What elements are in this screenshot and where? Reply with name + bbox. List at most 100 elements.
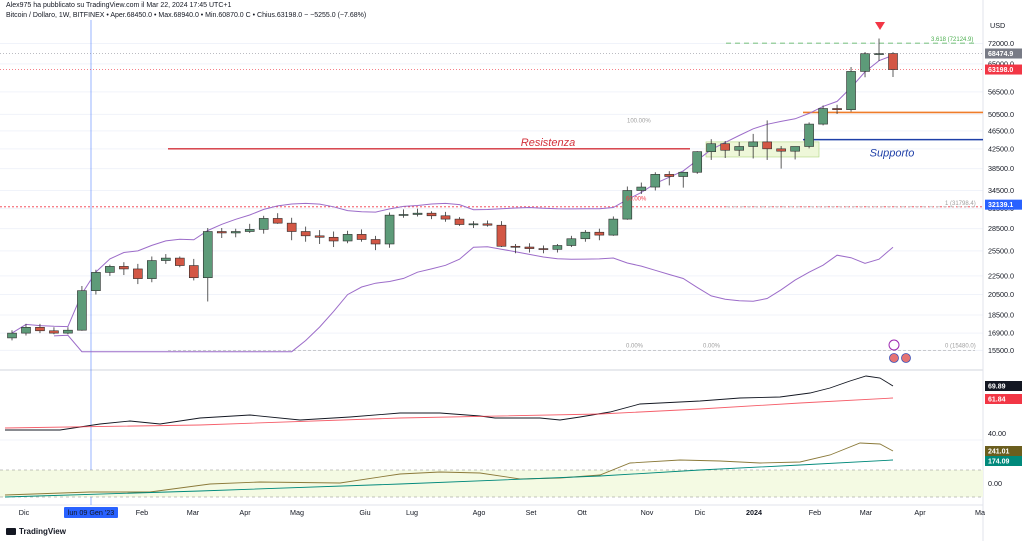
oscillator-tag-bg xyxy=(985,456,1022,466)
candle-body xyxy=(860,53,870,72)
price-tick-label: 38500.0 xyxy=(988,164,1014,173)
candle-body xyxy=(706,143,717,152)
oscillator-tag-bg xyxy=(985,381,1022,391)
price-tick-label: 56500.0 xyxy=(988,87,1014,96)
oscillator-tag-label: 241.01 xyxy=(988,449,1010,456)
time-tick-label: Mar xyxy=(187,508,200,517)
price-axis-unit: USD xyxy=(990,21,1005,30)
candle-body xyxy=(258,218,269,230)
time-tick-label: Apr xyxy=(239,508,251,517)
annotations: Resistenza Supporto 3.618 (72124.9) 100.00%… xyxy=(521,22,976,363)
price-tag-label: 63198.0 xyxy=(988,67,1013,74)
fib-zero-b-label: 0.00% xyxy=(703,344,721,350)
fib-top-label: 3.618 (72124.9) xyxy=(931,37,973,43)
candle-body xyxy=(342,234,353,242)
candle-body xyxy=(244,229,255,232)
price-tag: 63198.0 xyxy=(985,64,1022,75)
price-tick-label: 46500.0 xyxy=(988,126,1014,135)
oscillator-tag: 241.01 xyxy=(985,446,1022,456)
flag-icon xyxy=(901,353,911,363)
candle-body xyxy=(762,141,772,150)
price-tick-label: 42500.0 xyxy=(988,144,1014,153)
time-tick-label: Nov xyxy=(641,508,654,517)
candle-body xyxy=(552,245,563,250)
price-tick-label: 34500.0 xyxy=(988,186,1014,195)
time-tick-label: Ott xyxy=(577,508,587,517)
price-tag-label: 68474.9 xyxy=(988,51,1013,58)
upper-band xyxy=(11,54,894,334)
oscillator-tag-label: 61.84 xyxy=(988,397,1006,404)
time-tick-label: Giu xyxy=(359,508,370,517)
oscillator-tag-bg xyxy=(985,446,1022,456)
candle-body xyxy=(49,330,59,334)
candle-body xyxy=(35,326,45,332)
price-tick-label: 72000.0 xyxy=(988,39,1014,48)
ohlc-line: Bitcoin / Dollaro, 1W, BITFINEX • Aper.6… xyxy=(6,12,367,19)
price-tick-label: 22500.0 xyxy=(988,271,1014,280)
price-tick-label: 15500.0 xyxy=(988,346,1014,355)
price-tick-label: 16900.0 xyxy=(988,329,1014,338)
price-tick-label: 50500.0 xyxy=(988,110,1014,119)
fib-mid-label: 100.00% xyxy=(627,118,651,124)
candle-body xyxy=(608,218,619,236)
candle-body xyxy=(272,218,283,224)
candle-body xyxy=(133,268,143,279)
candle-body xyxy=(622,190,633,220)
candle-body xyxy=(314,235,325,238)
price-axis[interactable]: USD 72000.0 65000.0 56500.0 50500.0 46500.0 42… xyxy=(988,21,1014,488)
price-tag: 32139.1 xyxy=(985,199,1022,210)
oscillator-tag: 69.89 xyxy=(985,381,1022,391)
candle-body xyxy=(7,332,17,339)
candle-body xyxy=(440,215,451,220)
time-tick-label: Ago xyxy=(473,508,486,517)
candle-body xyxy=(328,236,339,242)
candle-body xyxy=(538,248,549,250)
tradingview-logo: TradingView xyxy=(6,527,66,536)
time-axis[interactable]: Dic lun 09 Gen '23 Feb Mar Apr Mag Giu Lug Ago Se… xyxy=(19,507,985,518)
rsi-line xyxy=(5,375,894,431)
fib-zero-a-label: 0.00% xyxy=(626,344,644,350)
candle-body xyxy=(175,257,185,266)
candle-body xyxy=(412,212,423,215)
candle-body xyxy=(105,266,115,273)
rsi-ma-line xyxy=(4,397,894,429)
candle-body xyxy=(370,239,381,245)
oscillator-tag-label: 69.89 xyxy=(988,384,1006,391)
price-tag: 68474.9 xyxy=(985,48,1022,59)
candle-body xyxy=(356,234,367,240)
time-tick-label: Set xyxy=(526,508,537,517)
candle-body xyxy=(832,108,842,110)
time-tick-label: Lug xyxy=(406,508,418,517)
candle-body xyxy=(580,231,591,240)
time-tick-label: Mag xyxy=(290,508,304,517)
price-tag-bg xyxy=(985,64,1022,75)
candle-body xyxy=(566,238,577,246)
candle-body xyxy=(77,290,87,331)
candle-body xyxy=(202,231,213,279)
candle-body xyxy=(454,218,465,225)
price-tick-label: 20500.0 xyxy=(988,290,1014,299)
price-tick-label: 25500.0 xyxy=(988,246,1014,255)
oscillator-tag-label: 174.09 xyxy=(988,459,1010,466)
time-tick-label: Mar xyxy=(860,508,873,517)
time-tick-label: lun 09 Gen '23 xyxy=(68,508,115,517)
candle-body xyxy=(664,174,675,177)
candle-body xyxy=(874,53,884,55)
candle-body xyxy=(300,231,311,237)
candle-body xyxy=(776,148,786,152)
oscillator-tag: 174.09 xyxy=(985,456,1022,466)
cci-ma-line xyxy=(4,459,894,498)
time-tick-label: Dic xyxy=(19,508,30,517)
candle-body xyxy=(426,212,437,217)
price-tag-bg xyxy=(985,48,1022,59)
fib-zero-c-label: 0 (15480.0) xyxy=(945,344,976,350)
price-tag-bg xyxy=(985,199,1022,210)
candle-body xyxy=(790,146,800,152)
time-tick-label: Apr xyxy=(914,508,926,517)
candle-body xyxy=(496,224,507,247)
price-tag-label: 32139.1 xyxy=(988,202,1013,209)
candle-body xyxy=(888,53,898,70)
price-tick-label: 28500.0 xyxy=(988,224,1014,233)
candle-body xyxy=(524,246,535,249)
